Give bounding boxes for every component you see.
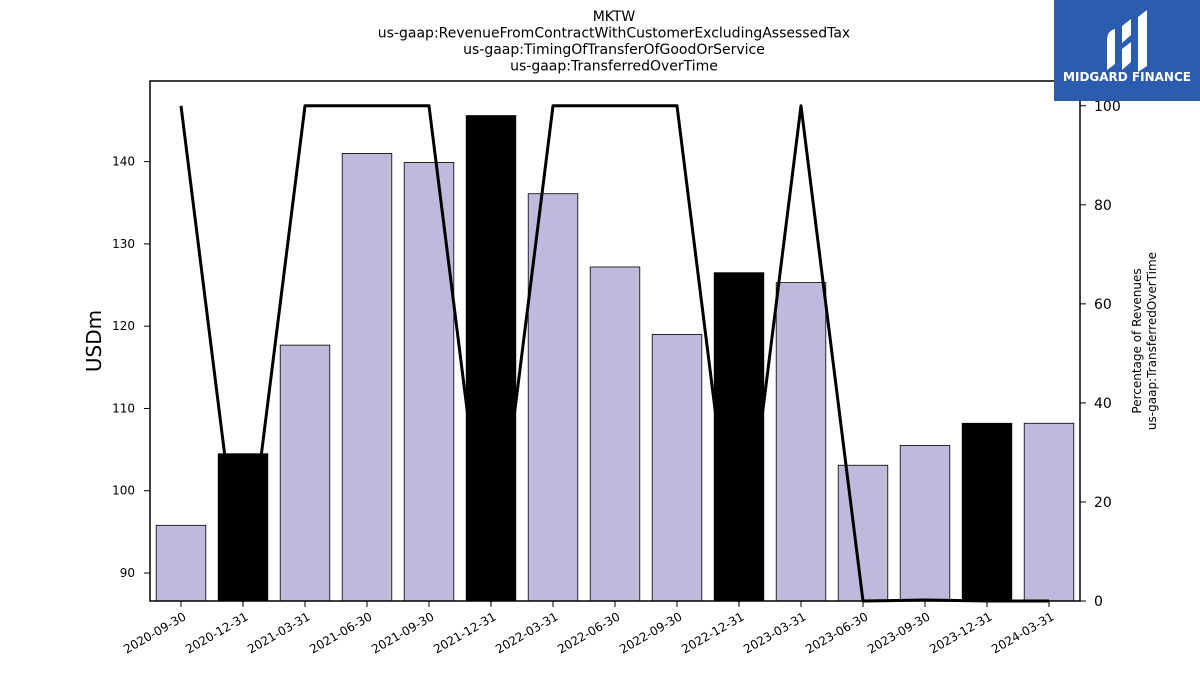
y2-tick-label-20: 20 xyxy=(1094,495,1112,511)
midgard-finance-logo: MIDGARD FINANCE xyxy=(1054,0,1200,101)
y-tick-label-140: 140 xyxy=(112,155,135,169)
logo-mark-icon xyxy=(1107,10,1147,72)
y-tick-label-110: 110 xyxy=(112,401,135,415)
x-axis: 2020-09-302020-12-312021-03-312021-06-30… xyxy=(121,601,1057,656)
chart-title: MKTWus-gaap:RevenueFromContractWithCusto… xyxy=(378,9,850,75)
title-line-0: MKTW xyxy=(593,9,636,25)
x-tick-label-2021-09-30: 2021-09-30 xyxy=(369,609,436,656)
y2-tick-label-80: 80 xyxy=(1094,198,1112,214)
bar-2020-12-31 xyxy=(217,453,269,602)
x-tick-label-2022-09-30: 2022-09-30 xyxy=(617,609,684,656)
y-tick-label-130: 130 xyxy=(112,237,135,251)
title-line-2: us-gaap:TimingOfTransferOfGoodOrService xyxy=(463,42,765,58)
x-tick-label-2021-12-31: 2021-12-31 xyxy=(431,609,498,656)
bar-2021-12-31 xyxy=(465,115,517,602)
y2-tick-label-100: 100 xyxy=(1094,99,1121,115)
y2-label-line-0: Percentage of Revenues xyxy=(1130,268,1144,413)
bar-2024-03-31 xyxy=(1023,422,1075,602)
y-tick-label-100: 100 xyxy=(112,484,135,498)
x-tick-label-2022-03-31: 2022-03-31 xyxy=(493,609,560,656)
title-line-3: us-gaap:TransferredOverTime xyxy=(510,59,718,75)
y-axis-label: USDm xyxy=(82,310,106,372)
bar-2023-06-30 xyxy=(837,464,889,602)
bar-2023-03-31 xyxy=(775,282,827,602)
x-tick-label-2023-06-30: 2023-06-30 xyxy=(803,609,870,656)
bar-2021-06-30 xyxy=(341,153,393,602)
x-tick-label-2022-12-31: 2022-12-31 xyxy=(679,609,746,656)
y2-axis-label: Percentage of Revenues us-gaap:Transferre… xyxy=(1130,252,1159,430)
y2-tick-label-40: 40 xyxy=(1094,396,1112,412)
logo-text: MIDGARD FINANCE xyxy=(1063,70,1191,84)
bar-2020-09-30 xyxy=(155,524,207,602)
bars xyxy=(155,115,1075,602)
bar-2022-09-30 xyxy=(651,334,703,602)
bar-2022-12-31 xyxy=(713,272,765,602)
x-tick-label-2022-06-30: 2022-06-30 xyxy=(555,609,622,656)
y-axis-right: 0 20 40 60 80 100 xyxy=(1080,99,1121,610)
y2-tick-label-0: 0 xyxy=(1094,594,1103,610)
bar-2022-06-30 xyxy=(589,266,641,602)
bar-2021-09-30 xyxy=(403,162,455,602)
title-line-1: us-gaap:RevenueFromContractWithCustomerE… xyxy=(378,26,850,42)
y-tick-label-90: 90 xyxy=(120,566,135,580)
bar-2021-03-31 xyxy=(279,344,331,602)
x-tick-label-2024-03-31: 2024-03-31 xyxy=(989,609,1056,656)
bar-2023-12-31 xyxy=(961,422,1013,602)
y-axis-left: 90 100 110 120 130 140 xyxy=(112,155,150,580)
y2-tick-label-60: 60 xyxy=(1094,297,1112,313)
bar-2023-09-30 xyxy=(899,445,951,602)
y-tick-label-120: 120 xyxy=(112,319,135,333)
y2-label-line-1: us-gaap:TransferredOverTime xyxy=(1145,252,1159,430)
x-tick-label-2021-06-30: 2021-06-30 xyxy=(307,609,374,656)
x-tick-label-2020-12-31: 2020-12-31 xyxy=(183,609,250,656)
x-tick-label-2021-03-31: 2021-03-31 xyxy=(245,609,312,656)
x-tick-label-2023-12-31: 2023-12-31 xyxy=(927,609,994,656)
x-tick-label-2020-09-30: 2020-09-30 xyxy=(121,609,188,656)
x-tick-label-2023-03-31: 2023-03-31 xyxy=(741,609,808,656)
x-tick-label-2023-09-30: 2023-09-30 xyxy=(865,609,932,656)
